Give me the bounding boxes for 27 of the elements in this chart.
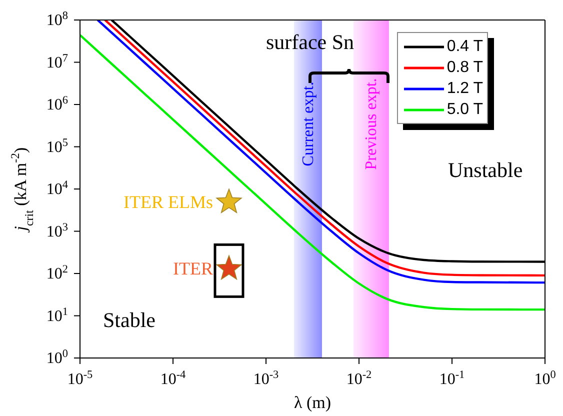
band-label: Previous expt. [363,78,380,170]
x-axis-title: λ (m) [294,393,332,412]
y-tick-label: 10$^{7}$ [46,52,68,72]
x-tick-label: 10$^{-3}$ [253,369,280,388]
annotation: ITER [172,258,213,279]
y-tick-label: 10$^{1}$ [46,306,68,325]
annotation: Stable [103,308,156,333]
legend-label: 5.0 T [446,100,483,118]
x-tick-label: 10$^{0}$ [534,369,556,388]
y-tick-label: 10$^{6}$ [46,94,68,114]
y-tick-label: 10$^{8}$ [46,10,68,29]
annotation: surface Sn [266,30,354,55]
y-tick-label: 10$^{3}$ [46,221,68,240]
x-tick-label: 10$^{-4}$ [160,369,186,388]
y-tick-label: 10$^{2}$ [46,264,68,282]
legend-label: 1.2 T [446,80,483,98]
band-label: Current expt. [300,82,317,166]
legend-label: 0.4 T [446,38,483,56]
x-tick-label: 10$^{-5}$ [67,369,94,388]
x-tick-label: 10$^{-2}$ [346,369,372,388]
y-tick-label: 10$^{4}$ [46,179,68,198]
annotation: ITER ELMs [123,192,213,212]
legend-label: 0.8 T [446,58,483,76]
y-tick-label: 10$^{5}$ [46,136,68,156]
annotation: Unstable [448,158,523,183]
x-tick-label: 10$^{-1}$ [439,369,465,388]
y-tick-label: 10$^{0}$ [46,348,68,367]
